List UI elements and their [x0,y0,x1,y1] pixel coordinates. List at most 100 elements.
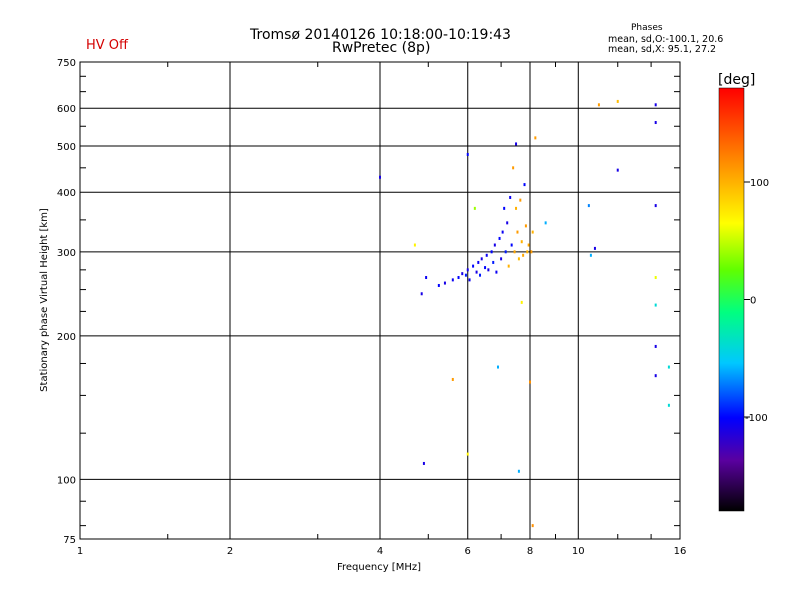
data-point [420,292,423,296]
data-point [515,206,518,210]
chart-subtitle: RwPretec (8p) [332,40,431,56]
data-point [466,452,469,456]
data-point [490,250,493,254]
data-point [526,250,529,254]
y-tick-label: 600 [57,104,76,115]
data-points [379,99,670,528]
data-point [484,266,487,270]
data-point [451,377,454,381]
phases-title: Phases [631,23,663,33]
data-point [667,403,670,407]
data-point [500,257,503,261]
data-point [530,250,533,254]
colorbar-tick-label: 0 [750,296,756,307]
data-point [510,243,513,247]
x-axis-label: Frequency [MHz] [337,562,421,573]
data-point [493,243,496,247]
data-point [509,195,512,199]
data-point [589,253,592,257]
data-point [524,224,527,228]
data-point [517,257,520,261]
x-tick-label: 10 [572,546,585,557]
y-tick-label: 100 [57,475,76,486]
y-tick-label: 750 [57,58,76,69]
data-point [654,204,657,208]
data-point [504,250,507,254]
colorbar [718,87,745,512]
data-point [597,103,600,107]
data-point [485,253,488,257]
data-point [507,264,510,268]
y-tick-label: 300 [57,248,76,259]
data-point [437,283,440,287]
x-tick-label: 8 [527,546,533,557]
data-point [519,198,522,202]
data-point [501,230,504,234]
data-point [654,303,657,307]
data-point [473,206,476,210]
data-point [513,250,516,254]
data-point [492,260,495,264]
data-point [512,166,515,170]
data-point [667,365,670,369]
data-point [495,270,498,274]
data-point [477,260,480,264]
data-point [654,121,657,125]
data-point [503,206,506,210]
x-tick-label: 4 [377,546,383,557]
data-point [523,183,526,187]
data-point [496,365,499,369]
data-point [466,152,469,156]
x-tick-label: 16 [674,546,687,557]
minor-ticks [80,62,680,539]
data-point [531,524,534,528]
chart-title: Tromsø 20140126 10:18:00-10:19:43 [250,27,511,43]
data-point [479,273,482,277]
colorbar-tick-label: 100 [750,178,769,189]
y-axis-label: Stationary phase Virtual Height [km] [39,208,50,392]
x-tick-label: 1 [77,546,83,557]
x-tick-labels: 1 2 4 6 8 10 16 [77,546,687,557]
data-point [475,270,478,274]
data-point [425,276,428,280]
data-point [480,257,483,261]
x-tick-label: 2 [227,546,233,557]
data-point [464,273,467,277]
hv-status-label: HV Off [86,38,128,53]
data-point [654,276,657,280]
data-point [422,461,425,465]
data-point [654,344,657,348]
data-point [616,99,619,103]
y-tick-label: 200 [57,332,76,343]
data-point [461,272,464,276]
data-point [654,374,657,378]
colorbar-label: [deg] [718,72,755,88]
data-point [534,136,537,140]
y-tick-label: 500 [57,142,76,153]
y-tick-labels: 75 100 200 300 400 500 600 750 [57,58,76,546]
x-tick-label: 6 [465,546,471,557]
data-point [379,175,381,179]
data-point [544,221,547,225]
data-point [587,204,590,208]
data-point [593,246,596,250]
data-point [515,142,518,146]
data-point [498,236,501,240]
data-point [520,300,523,304]
data-point [529,380,531,384]
plot-frame [79,61,681,540]
data-point [654,103,657,107]
data-point [517,469,520,473]
data-point [457,276,460,280]
grid-lines [80,62,680,539]
data-point [487,268,490,272]
colorbar-ticks: -100 0 100 [744,178,769,424]
data-point [522,253,525,257]
data-point [413,243,416,247]
data-point [531,230,534,234]
phases-o-stats: mean, sd,O:-100.1, 20.6 [608,34,724,45]
data-point [527,243,530,247]
data-point [466,268,469,272]
phases-x-stats: mean, sd,X: 95.1, 27.2 [608,44,717,55]
